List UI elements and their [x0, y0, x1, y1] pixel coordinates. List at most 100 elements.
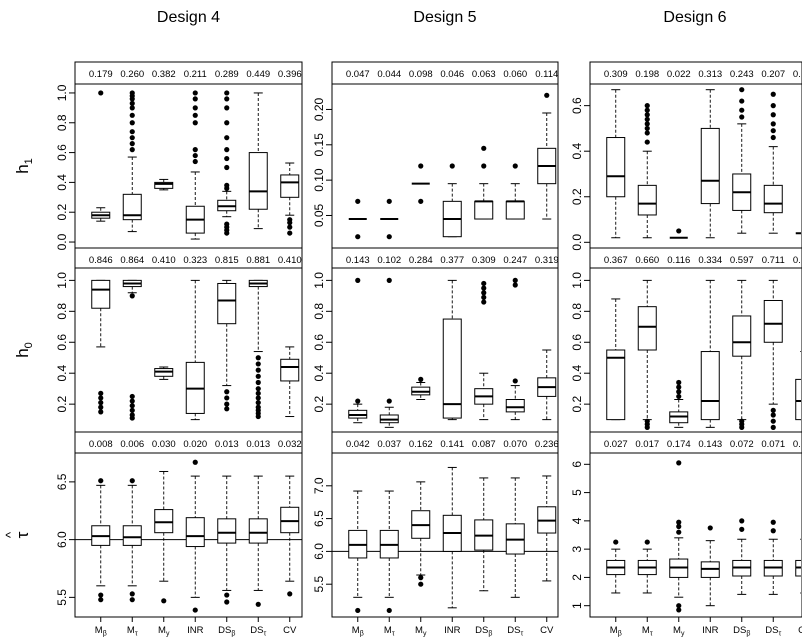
header-value: 0.070 [503, 439, 527, 450]
outlier-point [770, 412, 776, 418]
header-value: 0.116 [667, 255, 690, 266]
outlier-point [255, 355, 261, 361]
y-tick-label: 0.2 [312, 395, 326, 412]
header-value: 0.207 [761, 69, 785, 80]
y-tick-label: 1 [570, 602, 584, 609]
box-body [91, 279, 111, 309]
box [154, 366, 174, 380]
panel: 0.027 0.017 0.174 0.143 0.072 0.071 0.071 1 2 3 4 5… [570, 431, 802, 638]
outlier-point [544, 92, 550, 98]
panel: 0.179 0.260 0.382 0.211 0.289 0.449 0.396 0.0 0.… [55, 61, 303, 250]
outlier-point [386, 234, 392, 240]
outlier-point [770, 91, 776, 97]
outlier-point [224, 221, 230, 227]
outlier-point [224, 599, 230, 605]
box [348, 277, 368, 424]
outlier-point [481, 299, 487, 305]
outlier-point [129, 129, 135, 135]
outlier-point [224, 90, 230, 96]
header-value: 0.815 [215, 255, 239, 266]
box [700, 525, 720, 607]
y-tick-label: 1.0 [570, 272, 584, 289]
box [442, 466, 462, 609]
header-value: 0.597 [730, 255, 754, 266]
header-value: 0.660 [635, 255, 659, 266]
y-tick-label-group: 0.8 [570, 303, 584, 320]
y-tick-label-group: 0.4 [570, 365, 584, 382]
outlier-point [129, 597, 135, 603]
header-value: 0.063 [472, 69, 496, 80]
header-value: 0.319 [535, 255, 559, 266]
outlier-point [98, 478, 104, 484]
outlier-point [129, 147, 135, 153]
y-tick-label-group: 0.6 [55, 144, 69, 161]
y-tick-label-group: 2 [570, 574, 584, 581]
outlier-point [129, 90, 135, 96]
y-tick-label-group: 5.5 [312, 576, 326, 593]
outlier-point [418, 376, 424, 382]
outlier-point [676, 523, 682, 530]
box [348, 198, 367, 240]
y-tick-label: 6.0 [55, 531, 69, 548]
row-label: h0 [13, 342, 35, 358]
box-body [280, 174, 300, 198]
header-value: 0.022 [667, 69, 691, 80]
outlier-point [129, 412, 135, 418]
outlier-point [192, 112, 198, 118]
x-tick-label-subscript: τ [392, 631, 395, 638]
panel-body: 0.846 0.864 0.410 0.323 0.815 0.881 0.410 [89, 255, 302, 421]
box-body [700, 127, 720, 205]
y-tick-label-group: 0.4 [312, 365, 326, 382]
panel-body: 0.027 0.017 0.174 0.143 0.072 0.071 0.071 [604, 439, 801, 613]
y-tick-label-group: 4 [570, 517, 584, 524]
box [669, 379, 689, 428]
y-tick-label-group: 0.6 [55, 334, 69, 351]
outlier-point [255, 361, 261, 367]
x-tick-label: INR [444, 625, 461, 636]
box [185, 90, 205, 240]
y-tick-label-group: 1.0 [312, 272, 326, 289]
panel: 0.309 0.198 0.022 0.313 0.243 0.207 0.045 0.0 0.… [570, 61, 802, 251]
outlier-point [98, 395, 104, 401]
y-tick-label-group: 1.0 [55, 272, 69, 289]
outlier-point [129, 120, 135, 126]
outlier-point [676, 384, 682, 390]
outlier-point [644, 130, 650, 136]
header-value: 0.042 [346, 439, 370, 450]
outlier-point [386, 607, 392, 614]
x-tick-label-subscript: τ [135, 631, 138, 638]
x-tick-label-subscript: τ [263, 631, 266, 638]
y-tick-label: 1.0 [55, 84, 69, 101]
y-tick-label-group: 0.4 [570, 143, 584, 160]
y-tick-label: 0.6 [570, 334, 584, 351]
outlier-point [355, 607, 361, 614]
y-tick-label-group: 0.6 [570, 334, 584, 351]
box [280, 162, 300, 236]
outlier-point [644, 418, 650, 424]
y-tick-label-group: 0.10 [312, 168, 326, 192]
outlier-point [512, 277, 518, 283]
outlier-point [224, 135, 230, 141]
box [411, 163, 430, 204]
box [217, 279, 237, 412]
box [122, 279, 142, 421]
x-tick-label-subscript: β [618, 631, 622, 638]
y-tick-label: 5.5 [55, 589, 69, 606]
box [795, 232, 801, 235]
y-tick-label-group: 0.8 [55, 114, 69, 131]
header-value: 0.037 [377, 439, 401, 450]
header-value: 0.027 [604, 439, 628, 450]
header-value: 0.198 [635, 69, 659, 80]
header-value: 0.047 [346, 69, 370, 80]
outlier-point [355, 398, 361, 404]
outlier-point [355, 277, 361, 283]
box [505, 163, 525, 220]
box [217, 475, 237, 605]
x-tick-label-subscript: β [746, 631, 750, 638]
box [763, 91, 783, 234]
box [795, 351, 801, 421]
header-value: 0.284 [409, 255, 433, 266]
plot-frame [331, 452, 559, 618]
box [280, 346, 300, 418]
box [606, 89, 626, 239]
